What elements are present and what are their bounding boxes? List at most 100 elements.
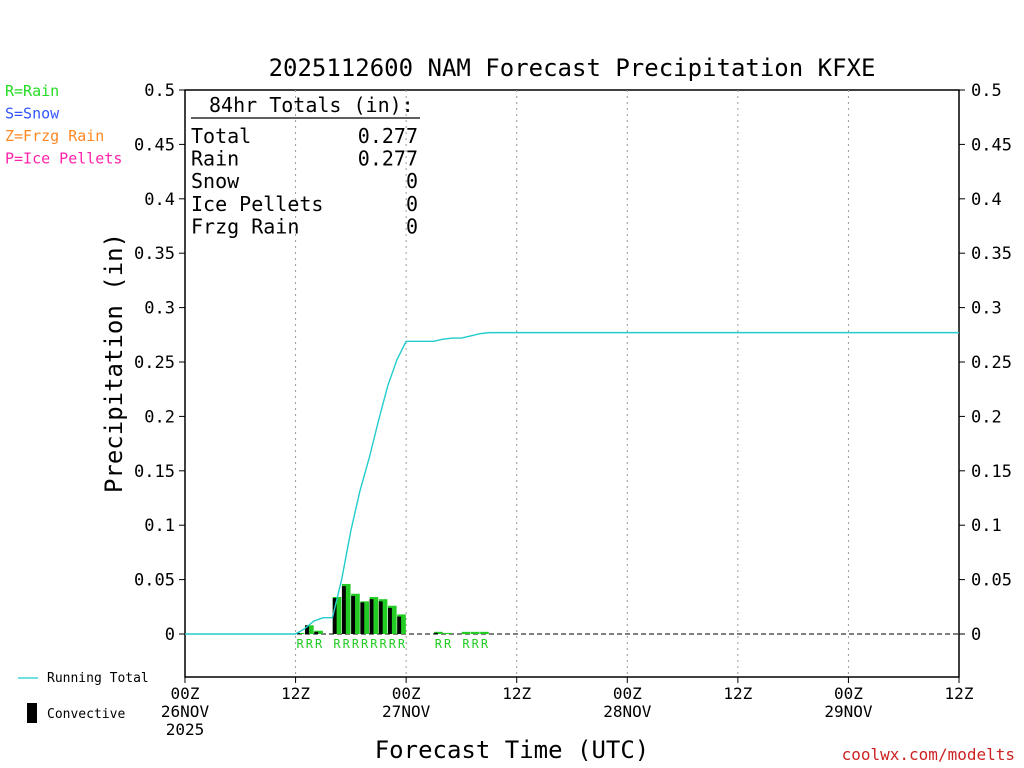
y-tick-label-left: 0.15 [134,462,175,482]
precip-bar [369,597,379,634]
x-tick-label: 27NOV [382,702,431,721]
x-tick-label: 12Z [281,684,310,703]
precip-bar [443,632,452,634]
precip-bar [360,601,369,634]
totals-row-value: 0.277 [358,124,418,148]
running-total-line [185,331,959,635]
y-tick-label-right: 0.1 [971,516,1002,536]
precip-type-marker: R [379,637,387,651]
precip-type-legend-item: R=Rain [5,82,59,100]
y-tick-label-left: 0 [165,625,175,645]
precip-bar [314,630,323,634]
x-axis-label: Forecast Time (UTC) [375,736,650,764]
precip-type-marker: R [389,637,397,651]
y-tick-label-right: 0.2 [971,407,1002,427]
y-tick-label-left: 0.1 [144,516,175,536]
y-tick-label-left: 0.35 [134,244,175,264]
precip-type-marker: R [472,637,480,651]
precip-type-legend-item: P=Ice Pellets [5,150,122,168]
precip-type-legend: R=Rain S=Snow Z=Frzg Rain P=Ice Pellets [5,82,122,168]
y-tick-label-right: 0.5 [971,81,1002,101]
precip-bar [332,597,342,634]
precip-bar [351,593,360,634]
convective-bar [351,595,356,634]
x-tick-label: 00Z [613,684,642,703]
y-tick-label-right: 0.25 [971,353,1012,373]
convective-bar [305,625,309,634]
convective-bar [341,586,346,634]
precip-type-marker: R [462,637,470,651]
totals-row-label: Ice Pellets [191,192,323,216]
y-axis-label: Precipitation (in) [100,233,128,493]
y-tick-label-left: 0.5 [144,81,175,101]
precip-bars [295,583,489,634]
totals-row-label: Snow [191,169,240,193]
x-tick-label: 12Z [723,684,752,703]
y-tick-label-left: 0.3 [144,299,175,319]
precip-type-marker: R [297,637,305,651]
y-axes: 0 00.05 0.050.1 0.10.15 0.150.2 0.20.25 0.250.… [134,81,1012,645]
y-tick-label-right: 0.05 [971,571,1012,591]
precip-type-marker: R [435,637,443,651]
vertical-grid [295,90,849,677]
y-tick-label-right: 0.4 [971,190,1002,210]
precip-bar [378,599,388,634]
x-tick-label: 00Z [171,684,200,703]
x-tick-label: 00Z [392,684,421,703]
precip-bar [470,631,480,634]
totals-box: 84hr Totals (in): Total 0.277 Rain 0.277 Sno… [191,93,420,238]
totals-row-value: 0 [406,169,418,193]
precip-bar [480,631,489,634]
precip-type-marker: R [306,637,314,651]
chart-title: 2025112600 NAM Forecast Precipitation KF… [269,54,876,82]
convective-bar [388,607,392,634]
x-tick-label: 2025 [166,720,205,739]
x-tick-label: 12Z [502,684,531,703]
precip-bar [397,614,406,634]
totals-row-value: 0 [406,192,418,216]
y-tick-label-right: 0.3 [971,299,1002,319]
precip-type-marker: R [352,637,360,651]
y-tick-label-right: 0 [971,625,981,645]
convective-bar [378,601,383,634]
x-tick-label: 26NOV [161,702,210,721]
precip-type-legend-item: Z=Frzg Rain [5,127,104,145]
watermark: coolwx.com/modelts [842,745,1015,764]
convective-bar [369,599,374,634]
precip-type-marker: R [315,637,323,651]
precip-bar [388,605,397,634]
x-tick-label: 00Z [834,684,863,703]
convective-bar [434,632,438,634]
convective-bar [397,616,402,634]
running-total-legend-label: Running Total [47,671,149,686]
y-tick-label-right: 0.15 [971,462,1012,482]
y-tick-label-left: 0.05 [134,571,175,591]
totals-row-value: 0.277 [358,147,418,171]
convective-bar [314,631,319,634]
x-tick-label: 29NOV [824,702,873,721]
convective-legend-swatch [27,703,37,723]
totals-row-value: 0 [406,214,418,238]
totals-row-label: Frzg Rain [191,214,299,238]
y-tick-label-left: 0.25 [134,353,175,373]
y-tick-label-left: 0.45 [134,135,175,155]
precip-type-marker: R [444,637,452,651]
precip-type-marker: R [370,637,378,651]
y-tick-label-left: 0.2 [144,407,175,427]
precip-type-marker: R [398,637,406,651]
precip-bar [295,632,305,634]
x-tick-label: 12Z [945,684,974,703]
y-tick-label-right: 0.45 [971,135,1012,155]
x-tick-label: 28NOV [603,702,652,721]
totals-header: 84hr Totals (in): [209,93,414,117]
precip-type-marker: R [343,637,351,651]
precip-bar [461,631,471,634]
y-tick-label-right: 0.35 [971,244,1012,264]
precip-type-marker: R [361,637,369,651]
precip-type-marker: R [481,637,489,651]
totals-row-label: Total [191,124,251,148]
precip-bar [341,583,351,634]
